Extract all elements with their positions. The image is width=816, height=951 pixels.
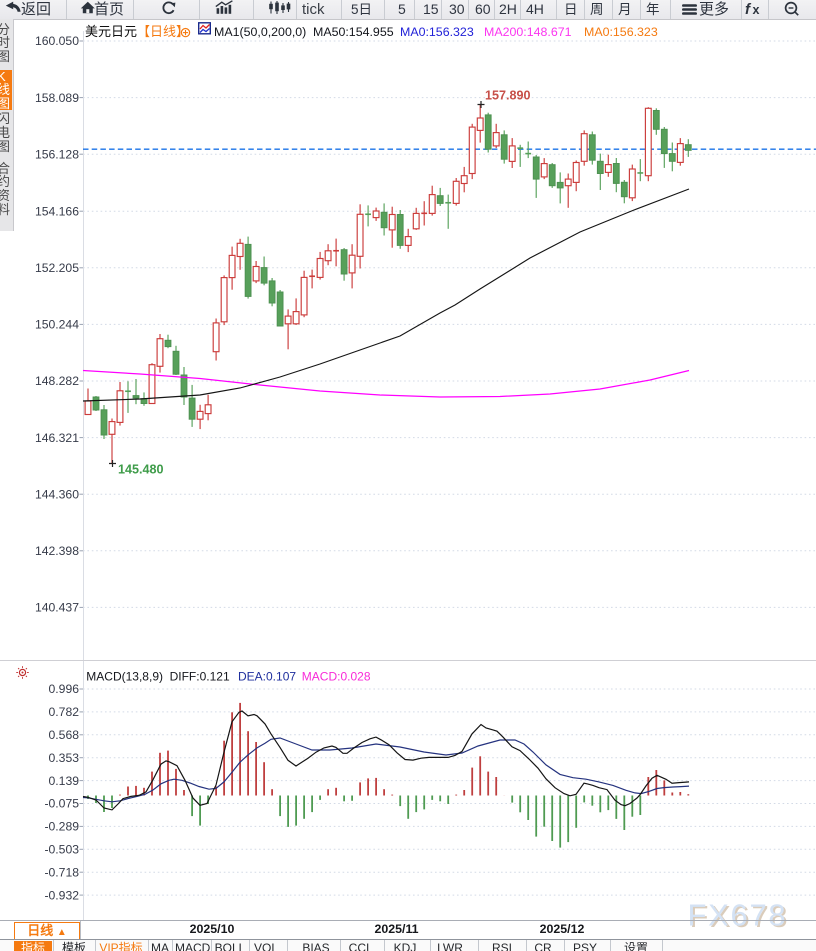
svg-text:157.890: 157.890 (485, 89, 531, 103)
svg-text:f: f (745, 1, 752, 18)
svg-text:x: x (753, 3, 760, 17)
svg-text:MACD(13,8,9): MACD(13,8,9) (86, 669, 163, 683)
svg-text:DEA:0.107: DEA:0.107 (238, 669, 296, 683)
svg-text:美元日元: 美元日元 (85, 24, 137, 39)
svg-text:0.353: 0.353 (49, 751, 80, 765)
svg-text:146.321: 146.321 (35, 431, 79, 445)
svg-text:156.128: 156.128 (35, 147, 79, 161)
svg-text:160.050: 160.050 (35, 34, 79, 48)
svg-text:-0.503: -0.503 (44, 843, 79, 857)
svg-text:FX678: FX678 (690, 899, 790, 934)
svg-text:MA0:156.323: MA0:156.323 (400, 25, 474, 39)
svg-text:-0.932: -0.932 (44, 888, 79, 902)
svg-text:-0.289: -0.289 (44, 820, 79, 834)
svg-text:MA0:156.323: MA0:156.323 (584, 25, 658, 39)
svg-text:144.360: 144.360 (35, 487, 79, 501)
svg-text:DIFF:0.121: DIFF:0.121 (170, 669, 230, 683)
svg-text:FX678: FX678 (688, 898, 788, 933)
svg-text:2025/10: 2025/10 (190, 922, 235, 936)
svg-text:2025/12: 2025/12 (540, 922, 585, 936)
svg-text:145.480: 145.480 (118, 463, 164, 477)
svg-text:MA200:148.671: MA200:148.671 (484, 25, 572, 39)
svg-text:150.244: 150.244 (35, 318, 79, 332)
svg-text:152.205: 152.205 (35, 261, 79, 275)
svg-text:MA1(50,0,200,0): MA1(50,0,200,0) (214, 25, 306, 39)
svg-text:2025/11: 2025/11 (374, 922, 418, 936)
svg-text:0.568: 0.568 (49, 728, 80, 742)
svg-text:154.166: 154.166 (35, 204, 79, 218)
svg-text:0.782: 0.782 (49, 705, 80, 719)
svg-text:-0.718: -0.718 (44, 865, 79, 879)
svg-text:148.282: 148.282 (35, 374, 79, 388)
svg-text:158.089: 158.089 (35, 91, 79, 105)
svg-text:【日线】: 【日线】 (137, 24, 189, 39)
svg-text:0.139: 0.139 (49, 774, 80, 788)
svg-text:MA50:154.955: MA50:154.955 (313, 25, 394, 39)
svg-text:MACD:0.028: MACD:0.028 (302, 669, 371, 683)
svg-text:142.398: 142.398 (35, 544, 79, 558)
svg-text:-0.075: -0.075 (44, 797, 79, 811)
svg-text:0.996: 0.996 (49, 682, 80, 696)
svg-text:140.437: 140.437 (35, 601, 79, 615)
